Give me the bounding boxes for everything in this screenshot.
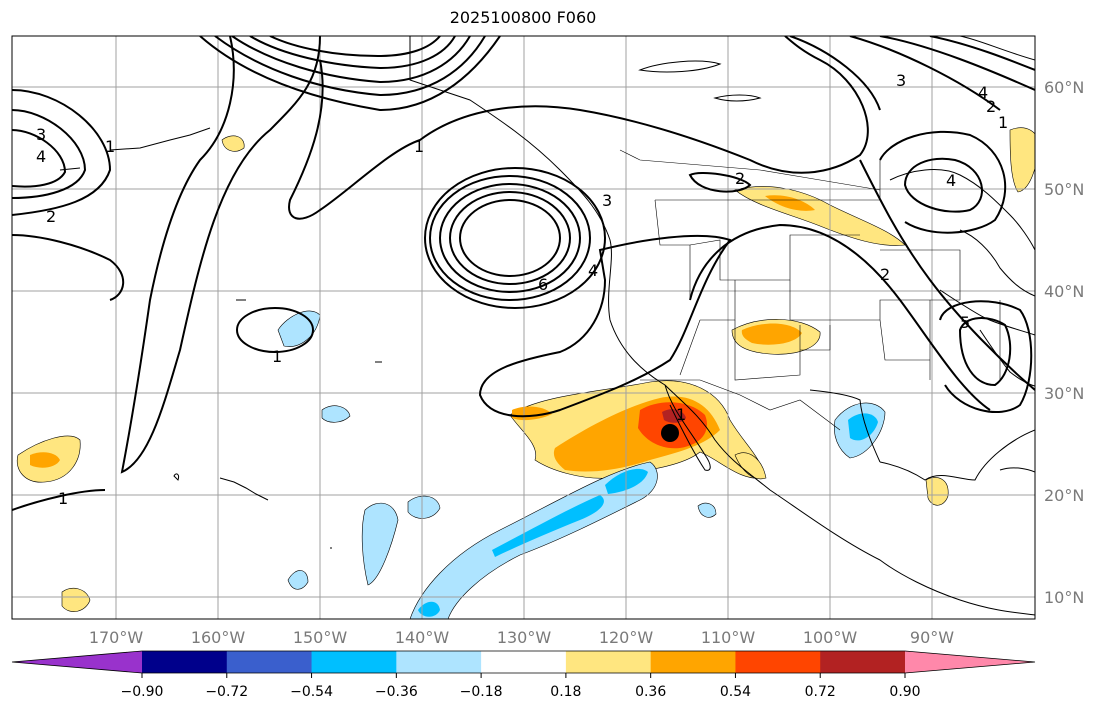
positive-anomaly-far-west-core	[30, 452, 60, 468]
map-frame	[11, 35, 1036, 620]
colorbar-segment	[396, 651, 482, 673]
contour-label: 2	[986, 97, 996, 116]
colorbar-segment	[226, 651, 313, 673]
negative-anomaly-tropical-core	[492, 495, 604, 557]
positive-anomaly-max	[662, 409, 686, 423]
map-title: 2025100800 F060	[449, 8, 597, 27]
colorbar-segment	[650, 651, 736, 673]
positive-anomaly-small-1	[61, 587, 91, 612]
contour-label: 1	[676, 405, 686, 424]
negative-anomaly-gulf-core	[848, 413, 878, 441]
contour-label: 5	[960, 313, 970, 332]
negative-anomaly-subtrop-4	[287, 570, 309, 590]
lat-label-60n: 60°N	[1044, 78, 1084, 97]
contour-label: 1	[105, 137, 115, 156]
negative-anomaly-tropical-core-3	[418, 601, 440, 617]
colorbar-tick-label: −0.54	[290, 684, 333, 700]
lon-label-120w: 120°W	[599, 628, 654, 647]
colorbar-extension-low	[12, 651, 142, 673]
colorbar-segment	[311, 651, 397, 673]
contour-label: 4	[588, 261, 598, 280]
contour-label: 2	[735, 169, 745, 188]
contour-label: 1	[414, 137, 424, 156]
lon-label-90w: 90°W	[910, 628, 954, 647]
lon-label-140w: 140°W	[395, 628, 450, 647]
location-marker	[661, 424, 679, 442]
colorbar-extension-high	[905, 651, 1035, 673]
contour-label: 2	[880, 265, 890, 284]
positive-anomaly-north-plains-core	[765, 195, 815, 211]
positive-anomaly-sw-us-core	[741, 323, 802, 345]
colorbar: −0.90 −0.72 −0.54 −0.36 −0.18 0.18 0.36 0.54 0.7…	[11, 650, 1036, 700]
longitude-labels: 170°W 160°W 150°W 140°W 130°W 120°W 110°…	[89, 628, 954, 647]
lat-label-40n: 40°N	[1044, 282, 1084, 301]
contour-label: 3	[36, 125, 46, 144]
islands	[59, 127, 382, 549]
negative-anomaly-subtrop-2	[361, 502, 399, 586]
colorbar-tick-label: −0.72	[205, 684, 248, 700]
colorbar-segment	[142, 651, 228, 673]
colorbar-tick-label: 0.54	[720, 684, 751, 700]
lat-label-30n: 30°N	[1044, 384, 1084, 403]
colorbar-tick-label: 0.90	[889, 684, 920, 700]
positive-anomaly-small-2	[221, 135, 245, 152]
colorbar-segment	[481, 651, 567, 673]
lat-label-20n: 20°N	[1044, 486, 1084, 505]
positive-anomaly-ne	[1009, 127, 1035, 193]
contour-label: 3	[602, 191, 612, 210]
colorbar-tick-label: 0.18	[550, 684, 581, 700]
colorbar-segment	[820, 651, 906, 673]
colorbar-tick-label: −0.90	[121, 684, 164, 700]
contour-label: 4	[978, 83, 988, 102]
contour-lines	[12, 36, 1035, 511]
lat-label-50n: 50°N	[1044, 180, 1084, 199]
contour-label: 2	[46, 207, 56, 226]
latitude-labels: 60°N 50°N 40°N 30°N 20°N 10°N	[1044, 78, 1084, 607]
colorbar-tick-label: −0.18	[460, 684, 503, 700]
positive-anomaly-yucatan	[925, 477, 949, 506]
contour-label: 6	[538, 275, 548, 294]
lon-label-110w: 110°W	[701, 628, 756, 647]
contour-label: 1	[272, 347, 282, 366]
negative-anomaly-subtrop-5	[321, 405, 351, 423]
negative-anomaly-subtrop-6	[697, 502, 717, 518]
negative-anomaly-subtrop-3	[407, 495, 441, 519]
contour-label: 4	[36, 147, 46, 166]
lon-label-150w: 150°W	[293, 628, 348, 647]
contour-label: 3	[896, 71, 906, 90]
lon-label-160w: 160°W	[191, 628, 246, 647]
lon-label-170w: 170°W	[89, 628, 144, 647]
contour-label: 1	[58, 489, 68, 508]
lon-label-130w: 130°W	[497, 628, 552, 647]
contour-labels: 3 4 2 1 1 1 6 4 2 2 4 5 3 4 2 1 1 3 1	[36, 71, 1008, 508]
colorbar-segment	[735, 651, 821, 673]
colorbar-segment	[565, 651, 652, 673]
contour-label: 4	[946, 171, 956, 190]
colorbar-tick-label: 0.72	[805, 684, 836, 700]
contour-label: 1	[998, 113, 1008, 132]
colorbar-tick-label: 0.36	[635, 684, 666, 700]
lat-label-10n: 10°N	[1044, 588, 1084, 607]
colorbar-tick-label: −0.36	[375, 684, 418, 700]
lon-label-100w: 100°W	[803, 628, 858, 647]
